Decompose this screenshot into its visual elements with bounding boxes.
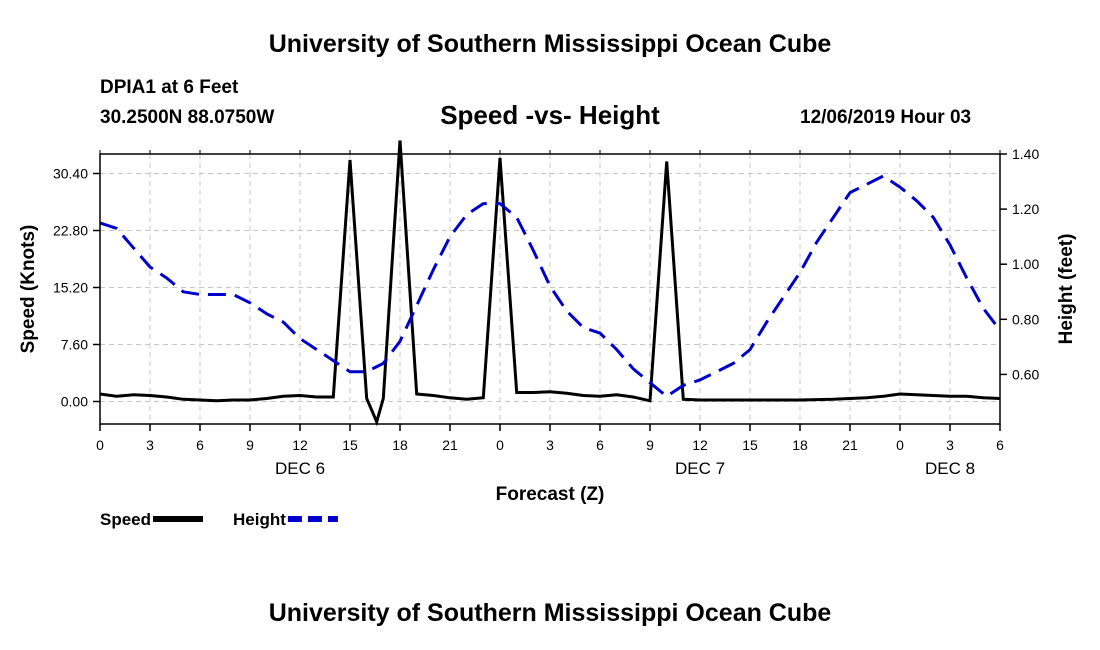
left-tick-label: 15.20 <box>53 280 88 296</box>
legend: Speed Height <box>100 510 338 529</box>
x-tick-label: 3 <box>146 437 154 453</box>
left-tick-label: 30.40 <box>53 166 88 182</box>
series-line-speed <box>99 140 1001 427</box>
coordinates-label: 30.2500N 88.0750W <box>100 107 275 128</box>
page-title: University of Southern Mississippi Ocean… <box>268 30 832 58</box>
right-tick-label: 1.40 <box>1012 146 1039 162</box>
x-tick-label: 21 <box>442 437 458 453</box>
x-tick-label: 15 <box>342 437 358 453</box>
date-label: DEC 8 <box>925 459 975 478</box>
footer-title: University of Southern Mississippi Ocean… <box>268 599 832 627</box>
x-tick-label: 3 <box>946 437 954 453</box>
x-axis-label: Forecast (Z) <box>496 484 605 505</box>
x-tick-label: 0 <box>496 437 504 453</box>
left-tick-label: 0.00 <box>61 394 88 410</box>
x-tick-label: 6 <box>596 437 604 453</box>
x-tick-label: 6 <box>196 437 204 453</box>
left-tick-label: 7.60 <box>61 337 88 353</box>
x-tick-label: 18 <box>792 437 808 453</box>
x-tick-label: 0 <box>96 437 104 453</box>
chart-grid <box>100 154 1000 424</box>
x-tick-label: 0 <box>896 437 904 453</box>
series-layer <box>99 140 1002 427</box>
legend-label-height: Height <box>233 510 286 529</box>
x-tick-label: 12 <box>292 437 308 453</box>
left-axis-label: Speed (Knots) <box>18 225 39 354</box>
legend-label-speed: Speed <box>100 510 151 529</box>
x-tick-label: 21 <box>842 437 858 453</box>
x-tick-label: 9 <box>646 437 654 453</box>
x-tick-label: 3 <box>546 437 554 453</box>
station-label: DPIA1 at 6 Feet <box>100 77 239 98</box>
x-tick-label: 9 <box>246 437 254 453</box>
right-tick-label: 1.00 <box>1012 256 1039 272</box>
x-tick-label: 12 <box>692 437 708 453</box>
axes-layer: 0 3 6 9 12 15 18 21 0 3 6 9 12 15 18 21 0 3 6 DEC 6 DEC 7 DEC… <box>53 146 1040 478</box>
right-tick-label: 0.60 <box>1012 366 1039 382</box>
x-tick-label: 6 <box>996 437 1004 453</box>
right-tick-label: 0.80 <box>1012 311 1039 327</box>
chart-subtitle: Speed -vs- Height <box>440 100 660 130</box>
date-label: DEC 7 <box>675 459 725 478</box>
right-tick-label: 1.20 <box>1012 201 1039 217</box>
date-label: DEC 6 <box>275 459 325 478</box>
x-tick-label: 18 <box>392 437 408 453</box>
right-axis-label: Height (feet) <box>1056 234 1077 345</box>
series-line-height <box>99 174 1002 398</box>
x-tick-label: 15 <box>742 437 758 453</box>
left-tick-label: 22.80 <box>53 223 88 239</box>
datetime-label: 12/06/2019 Hour 03 <box>800 107 972 128</box>
